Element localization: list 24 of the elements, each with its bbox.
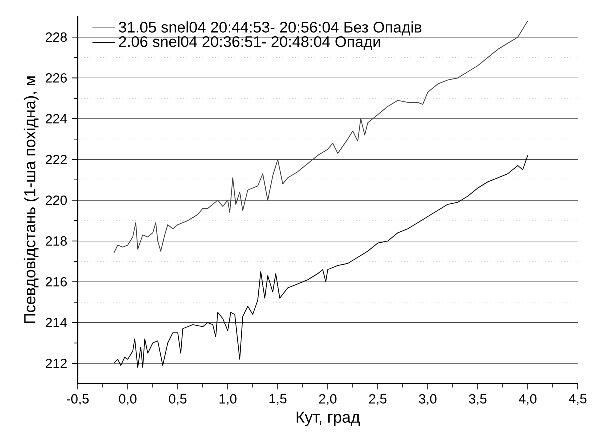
y-axis-title: Псевдовідстань (1-ша похідна), м bbox=[24, 76, 39, 324]
y-tick-label: 226 bbox=[46, 73, 68, 83]
x-tick-label: 0,0 bbox=[119, 394, 137, 406]
y-tick-label: 218 bbox=[46, 236, 68, 246]
x-tick-label: 4,5 bbox=[569, 394, 587, 406]
y-tick-label: 224 bbox=[46, 114, 68, 124]
legend-label: 2.06 snel04 20:36:51- 20:48:04 Опади bbox=[119, 36, 380, 50]
y-tick-label: 214 bbox=[46, 318, 68, 328]
x-tick-label: 3,0 bbox=[419, 394, 437, 406]
x-tick-label: -0,5 bbox=[67, 394, 89, 406]
x-tick-label: 2,5 bbox=[369, 394, 387, 406]
x-tick-label: 2,0 bbox=[319, 394, 337, 406]
x-tick-label: 1,0 bbox=[220, 394, 237, 406]
legend-label: 31.05 snel04 20:44:53- 20:56:04 Без Опадів bbox=[119, 22, 422, 36]
y-tick-label: 222 bbox=[46, 155, 67, 164]
y-tick-label: 212 bbox=[46, 358, 67, 368]
y-tick-label: 216 bbox=[46, 277, 68, 287]
x-axis-title: Кут, град bbox=[296, 412, 360, 426]
y-tick-label: 228 bbox=[46, 32, 68, 42]
x-tick-label: 0,5 bbox=[169, 394, 187, 406]
x-tick-label: 3,5 bbox=[469, 394, 487, 406]
y-tick-label: 220 bbox=[46, 196, 68, 206]
x-tick-label: 1,5 bbox=[270, 394, 287, 406]
x-tick-label: 4,0 bbox=[519, 394, 537, 406]
